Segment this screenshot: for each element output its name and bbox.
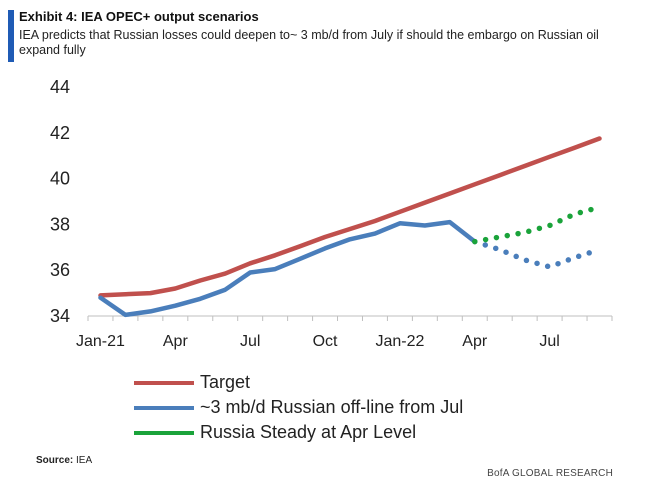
legend-swatch-steady <box>134 430 194 435</box>
legend-swatch-russian-offline <box>134 405 194 410</box>
legend-swatch-target <box>134 380 194 385</box>
y-tick-label: 42 <box>50 123 70 143</box>
legend-item-russian-offline: ~3 mb/d Russian off-line from Jul <box>134 395 463 420</box>
series-line-1 <box>98 219 478 318</box>
series-line-0 <box>98 136 602 298</box>
x-tick-label: Jul <box>240 333 260 350</box>
x-tick-label: Oct <box>313 333 338 350</box>
x-tick-label: Apr <box>163 333 189 350</box>
x-tick-label: Apr <box>462 333 488 350</box>
source-value: IEA <box>76 455 93 466</box>
x-tick-label: Jul <box>539 333 559 350</box>
y-axis-ticks: 34 36 38 40 42 44 <box>50 77 70 326</box>
y-tick-label: 38 <box>50 214 70 234</box>
y-tick-label: 34 <box>50 306 70 326</box>
series-line-3 <box>472 204 603 245</box>
legend-label-russian-offline: ~3 mb/d Russian off-line from Jul <box>200 397 464 417</box>
exhibit-title: Exhibit 4: IEA OPEC+ output scenarios <box>19 9 259 24</box>
y-tick-label: 36 <box>50 260 70 280</box>
source-label: Source: <box>36 455 74 466</box>
exhibit-subtitle: IEA predicts that Russian losses could d… <box>19 28 599 57</box>
legend-item-target: Target <box>134 370 463 395</box>
series-line-2 <box>472 238 603 270</box>
x-axis-ticks: Jan-21 Apr Jul Oct Jan-22 Apr Jul <box>76 333 560 350</box>
accent-bar <box>8 10 14 62</box>
brand-footer: BofA GLOBAL RESEARCH <box>487 468 613 479</box>
chart-axes <box>87 315 613 321</box>
chart-legend: Target ~3 mb/d Russian off-line from Jul… <box>134 370 463 445</box>
y-tick-label: 40 <box>50 169 70 189</box>
y-tick-label: 44 <box>50 77 70 97</box>
chart-series <box>98 136 603 318</box>
source-note: Source: IEA <box>36 455 92 466</box>
legend-label-target: Target <box>200 372 251 392</box>
legend-item-steady: Russia Steady at Apr Level <box>134 420 463 445</box>
x-tick-label: Jan-22 <box>375 333 424 350</box>
x-tick-label: Jan-21 <box>76 333 125 350</box>
legend-label-steady: Russia Steady at Apr Level <box>200 422 417 442</box>
